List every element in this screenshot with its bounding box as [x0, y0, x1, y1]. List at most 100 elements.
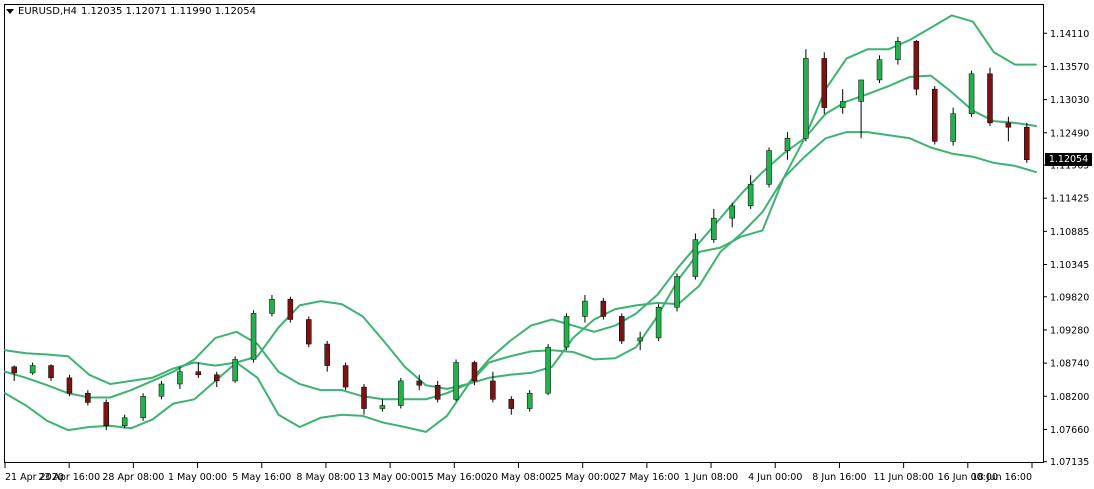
candle [213, 371, 220, 388]
current-price-badge: 1.12054 [1045, 153, 1092, 167]
candle [342, 362, 349, 391]
candle-body-bull [232, 359, 238, 382]
candle [490, 371, 496, 403]
candle [121, 414, 128, 429]
x-tick-label: 5 May 16:00 [232, 472, 291, 483]
candle [361, 383, 367, 415]
candle-body-bull [950, 113, 956, 142]
y-tick-label: 1.07135 [1050, 457, 1089, 468]
candle [950, 107, 956, 146]
candle [526, 390, 533, 412]
candle [48, 364, 54, 381]
candle [600, 297, 607, 320]
candle-body-bear [287, 298, 294, 320]
candle [968, 70, 975, 117]
x-tick-label: 1 May 00:00 [168, 472, 227, 483]
candle [619, 313, 625, 345]
candle [416, 374, 422, 391]
candle [103, 399, 110, 431]
candle [913, 40, 920, 96]
x-tick-label: 27 May 16:00 [614, 472, 679, 483]
candle-body-bear [103, 402, 110, 427]
candle-body-bull [711, 217, 717, 240]
candle-body-bull [747, 184, 754, 207]
candle-body-bear [324, 343, 330, 366]
y-tick-label: 1.10885 [1050, 227, 1089, 238]
candle [11, 365, 17, 381]
x-tick-label: 13 May 00:00 [358, 472, 423, 483]
bollinger-bands [4, 14, 1037, 433]
candle-body-bear [434, 384, 441, 400]
candle [453, 359, 459, 402]
candle-body-bull [177, 371, 183, 385]
candle-body-bull [784, 138, 791, 151]
candle-body-bull [582, 300, 588, 317]
candle [784, 132, 791, 160]
candle [711, 208, 717, 243]
candle-body-bull [766, 150, 772, 185]
y-tick-label: 1.09280 [1050, 325, 1089, 336]
symbol-dropdown-icon[interactable] [6, 9, 14, 14]
candle-body-bull [269, 298, 275, 314]
candle-body-bull [250, 313, 257, 360]
candle [66, 374, 73, 397]
candle [1005, 116, 1012, 142]
candle-body-bull [803, 58, 809, 139]
x-tick-label: 23 Apr 16:00 [38, 472, 100, 483]
candle [85, 390, 91, 406]
candle-body-bear [619, 316, 625, 342]
candle [729, 202, 735, 228]
candle-body-bear [508, 399, 515, 409]
candle-body-bull [674, 276, 680, 308]
y-tick-label: 1.08740 [1050, 359, 1089, 370]
candle [674, 273, 680, 312]
candle [195, 362, 202, 378]
candle-body-bull [895, 40, 901, 60]
candle-body-bull [121, 417, 128, 427]
x-tick-label: 15 May 16:00 [422, 472, 487, 483]
candle [858, 79, 864, 139]
candle-body-bear [48, 365, 54, 379]
candle-body-bear [306, 319, 312, 345]
candle-body-bull [839, 101, 846, 108]
candle [232, 356, 238, 383]
price-axis[interactable]: 1.141101.135701.130301.124901.119651.114… [1043, 29, 1089, 468]
candle [895, 36, 901, 65]
plot-area[interactable] [4, 4, 1044, 463]
candle-body-bull [858, 79, 864, 102]
candle-body-bear [1005, 122, 1012, 128]
x-tick-label: 1 Jun 08:00 [684, 472, 738, 483]
candle [563, 313, 570, 351]
candlesticks [11, 36, 1030, 431]
y-tick-label: 1.13570 [1050, 62, 1089, 73]
candle [821, 52, 828, 114]
bollinger-lower-line [4, 131, 1037, 433]
x-tick-label: 8 May 08:00 [296, 472, 355, 483]
candle [269, 294, 275, 317]
candle-body-bear [471, 362, 478, 382]
candle-body-bear [821, 58, 828, 108]
candle [692, 233, 699, 280]
candle [1024, 122, 1030, 163]
x-tick-label: 8 Jun 16:00 [812, 472, 866, 483]
y-tick-label: 1.12490 [1050, 128, 1089, 139]
candle-body-bear [490, 380, 496, 400]
candle [250, 310, 257, 363]
candle [29, 362, 36, 375]
candle [545, 344, 551, 396]
candle-body-bull [398, 380, 404, 406]
candle [876, 55, 883, 84]
x-tick-label: 28 Apr 08:00 [102, 472, 164, 483]
x-tick-label: 20 May 08:00 [486, 472, 551, 483]
candle [655, 304, 662, 341]
candle-body-bear [11, 366, 17, 374]
candle [803, 49, 809, 142]
x-tick-label: 25 May 00:00 [550, 472, 615, 483]
candle [766, 147, 772, 188]
x-tick-label: 21 Apr 2020 [5, 472, 64, 483]
bollinger-upper-line [4, 14, 1037, 390]
candle-body-bull [637, 337, 643, 342]
